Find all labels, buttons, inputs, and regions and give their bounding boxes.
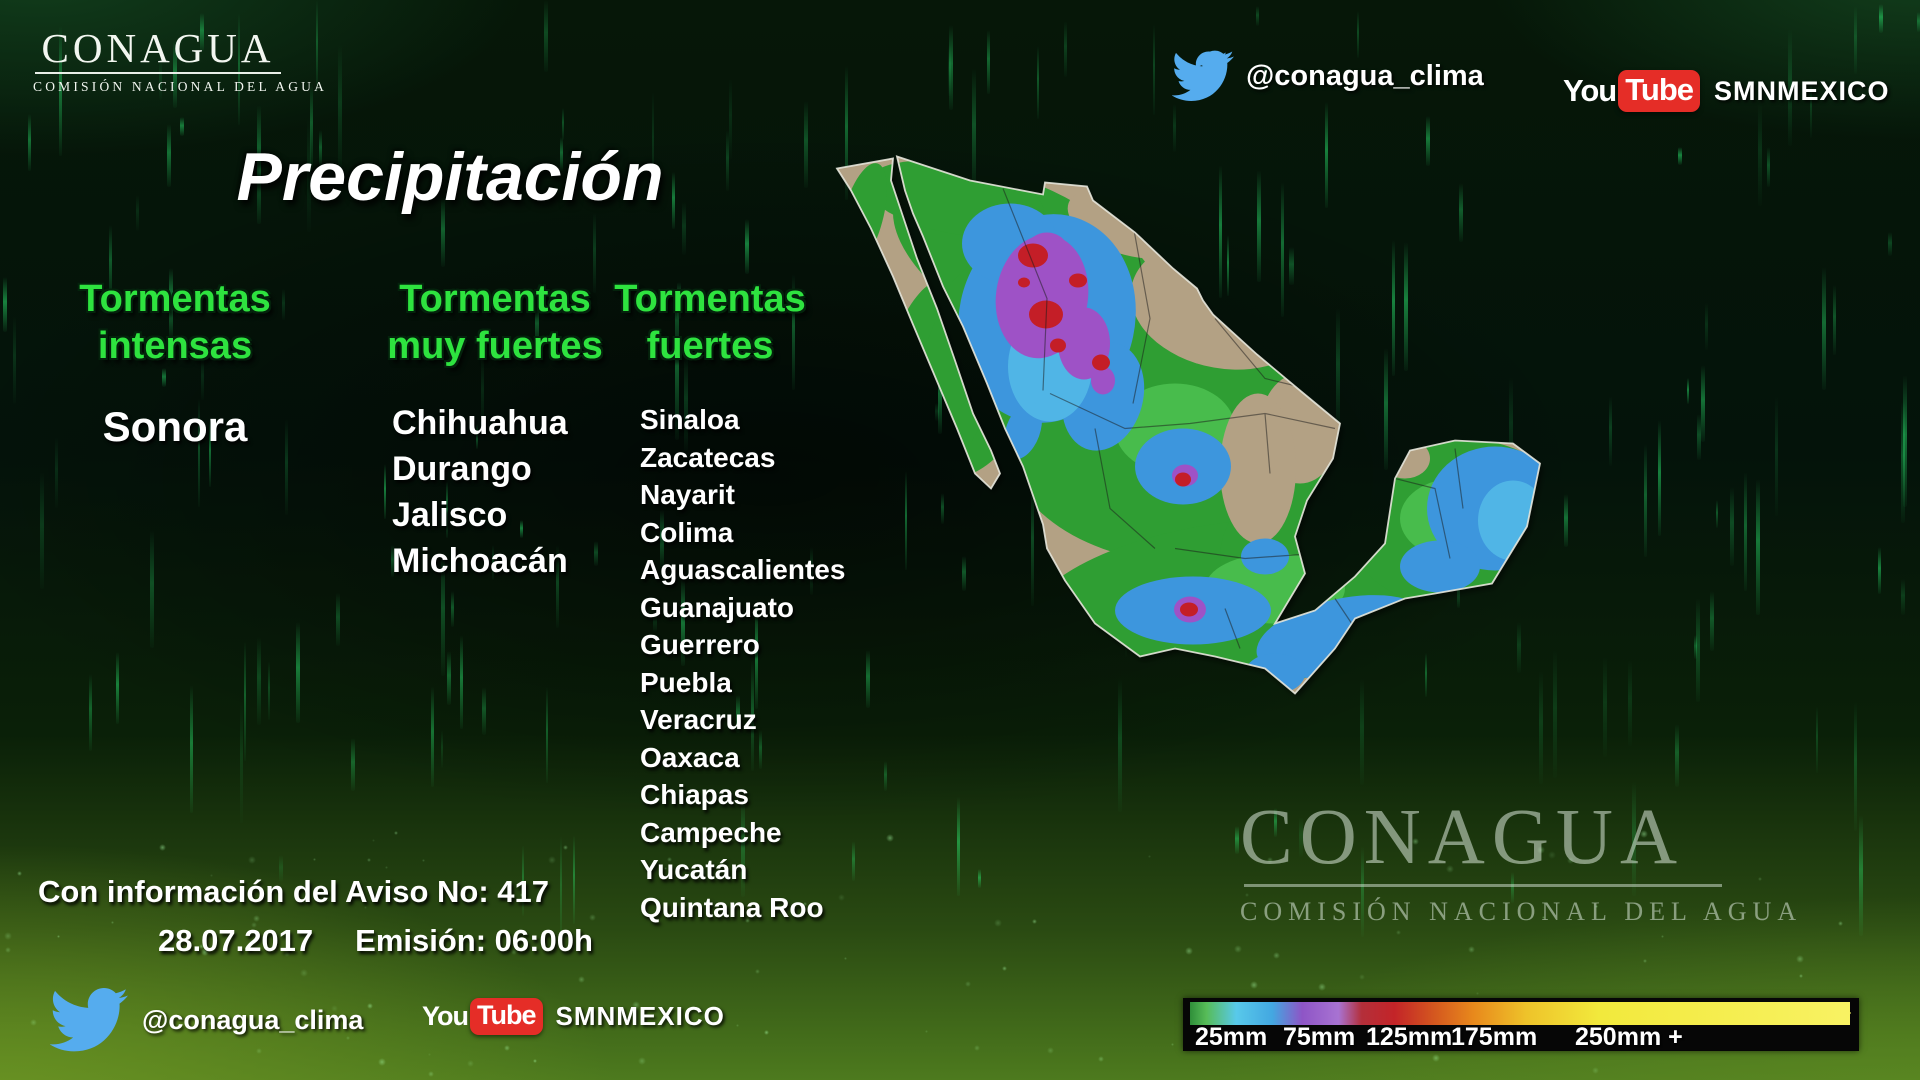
column-tormentas-muy-fuertes: Tormentas muy fuertes Chihuahua Durango Ja… <box>340 276 650 584</box>
state-item: Jalisco <box>392 496 508 534</box>
state-item: Durango <box>392 450 532 488</box>
column-tormentas-fuertes: Tormentas fuertes Sinaloa Zacatecas Nayari… <box>545 276 875 926</box>
column-heading: Tormentas intensas <box>79 278 271 367</box>
youtube-channel-top: SMNMEXICO <box>1714 75 1890 106</box>
state-item: Zacatecas <box>640 441 776 473</box>
state-list: Chihuahua Durango Jalisco Michoacán <box>340 400 650 584</box>
state-item: Sonora <box>102 403 248 450</box>
state-item: Campeche <box>640 816 782 848</box>
twitter-handle-bottom: @conagua_clima <box>142 1004 364 1035</box>
aviso-date: 28.07.2017 <box>158 923 314 958</box>
state-item: Chihuahua <box>392 404 568 442</box>
aviso-notice: Con información del Aviso No: 417 28.07.… <box>38 874 628 959</box>
column-heading: Tormentas fuertes <box>614 278 806 367</box>
precipitation-map <box>835 155 1541 695</box>
page-title: Precipitación <box>236 139 664 215</box>
youtube-row-bottom: You Tube SMNMEXICO <box>422 998 725 1035</box>
logo-divider <box>35 72 281 74</box>
legend-label-250mm: 250mm + <box>1575 1023 1683 1051</box>
legend-label-125mm: 125mm <box>1366 1023 1453 1051</box>
legend-label-75mm: 75mm <box>1283 1023 1356 1051</box>
youtube-icon: You Tube <box>1563 70 1700 112</box>
legend-color-scale <box>1190 1002 1851 1025</box>
state-item: Nayarit <box>640 479 735 510</box>
legend-label-175mm: 175mm <box>1451 1023 1538 1051</box>
column-heading: Tormentas muy fuertes <box>387 278 603 367</box>
state-list: Sonora <box>35 401 315 453</box>
state-item: Quintana Roo <box>640 891 824 923</box>
youtube-icon: You Tube <box>422 998 543 1035</box>
state-item: Aguascalientes <box>640 554 846 585</box>
state-list: Sinaloa Zacatecas Nayarit Colima Aguascalien… <box>545 401 875 926</box>
conagua-logo-text: CONAGUA <box>41 25 275 71</box>
youtube-channel-bottom: SMNMEXICO <box>555 1001 725 1031</box>
state-item: Guerrero <box>640 629 760 660</box>
state-item: Veracruz <box>640 704 757 735</box>
legend-label-25mm: 25mm <box>1195 1023 1268 1051</box>
state-item: Michoacán <box>392 542 568 580</box>
conagua-logo: CONAGUA COMISIÓN NACIONAL DEL AGUA <box>33 25 328 95</box>
twitter-handle-top: @conagua_clima <box>1246 59 1484 92</box>
precipitation-legend: 25mm 75mm 125mm 175mm 250mm + <box>1183 998 1859 1051</box>
twitter-row-top: @conagua_clima <box>1172 50 1484 102</box>
state-item: Chiapas <box>640 779 749 810</box>
column-tormentas-intensas: Tormentas intensas Sonora <box>35 276 315 453</box>
state-item: Yucatán <box>640 854 748 885</box>
state-item: Oaxaca <box>640 741 740 773</box>
state-item: Puebla <box>640 666 732 698</box>
conagua-logo-subtext: COMISIÓN NACIONAL DEL AGUA <box>33 79 328 94</box>
youtube-row-top: You Tube SMNMEXICO <box>1563 70 1890 112</box>
twitter-row-bottom: @conagua_clima <box>50 988 363 1052</box>
twitter-icon <box>1172 50 1234 102</box>
conagua-watermark: CONAGUA COMISIÓN NACIONAL DEL AGUA <box>1240 794 1803 927</box>
state-item: Colima <box>640 516 734 548</box>
twitter-icon <box>50 988 128 1052</box>
aviso-line: Con información del Aviso No: 417 <box>38 874 550 909</box>
aviso-emission: Emisión: 06:00h <box>355 923 593 958</box>
state-item: Sinaloa <box>640 404 740 435</box>
state-item: Guanajuato <box>640 591 795 623</box>
